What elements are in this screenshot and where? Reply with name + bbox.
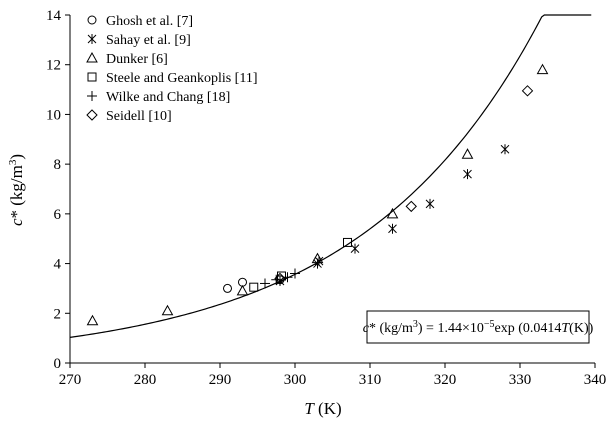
data-point-asterisk <box>350 243 360 254</box>
y-axis-label: c* (kg/m3) <box>7 154 26 226</box>
legend-marker-triangle <box>86 51 98 63</box>
data-point-square <box>343 237 352 247</box>
legend-marker-circle <box>87 15 97 25</box>
data-point-diamond <box>274 272 286 285</box>
data-point-triangle <box>311 252 324 264</box>
legend-marker-plus <box>87 91 97 101</box>
data-point-asterisk <box>388 223 397 234</box>
x-tick-label: 320 <box>434 372 457 388</box>
data-point-circle <box>223 283 232 293</box>
y-tick-label: 0 <box>54 356 62 372</box>
data-point-asterisk <box>500 144 510 155</box>
data-point-triangle <box>86 314 99 326</box>
legend-entry: Ghosh et al. [7] <box>106 14 193 29</box>
data-point-triangle <box>161 304 174 316</box>
legend-entry: Steele and Geankoplis [11] <box>106 71 258 86</box>
x-tick-label: 280 <box>134 372 157 388</box>
x-tick-label: 330 <box>509 372 532 388</box>
x-axis-label: T (K) <box>304 399 341 418</box>
legend-marker-asterisk <box>87 34 97 44</box>
data-point-asterisk <box>463 169 472 180</box>
x-tick-label: 290 <box>209 372 232 388</box>
y-tick-label: 8 <box>54 157 62 173</box>
legend: Ghosh et al. [7] Sahay et al. [9] Dunker [… <box>86 14 258 124</box>
equation-text: c* (kg/m3) = 1.44×10−5exp (0.0414T(K)) <box>363 319 594 337</box>
x-tick-label: 310 <box>359 372 382 388</box>
y-tick-label: 14 <box>46 8 62 24</box>
y-tick-label: 10 <box>46 107 61 123</box>
y-tick-label: 4 <box>54 257 62 273</box>
y-tick-label: 2 <box>54 306 62 322</box>
x-tick-label: 340 <box>584 372 607 388</box>
data-point-diamond <box>405 200 417 213</box>
data-point-asterisk <box>314 256 324 267</box>
equation-box <box>366 310 590 344</box>
data-point-plus <box>260 278 270 289</box>
y-tick-label: 12 <box>46 58 61 74</box>
legend-entry: Sahay et al. [9] <box>106 33 191 48</box>
data-point-triangle <box>386 207 399 219</box>
data-points <box>86 63 549 326</box>
fit-curve-line <box>69 14 592 338</box>
axes <box>69 15 595 364</box>
data-point-triangle <box>236 284 249 296</box>
legend-entry: Seidell [10] <box>106 109 172 124</box>
legend-marker-diamond <box>86 109 98 121</box>
data-point-diamond <box>521 85 534 97</box>
data-point-asterisk <box>425 198 435 209</box>
legend-entry: Dunker [6] <box>106 52 168 67</box>
legend-entry: Wilke and Chang [18] <box>106 90 230 105</box>
legend-marker-square <box>87 72 97 82</box>
data-point-square <box>249 282 259 292</box>
data-point-triangle <box>536 63 549 75</box>
data-point-triangle <box>461 148 474 159</box>
data-point-plus <box>290 268 300 279</box>
ticks: 270 280 290 300 310 320 330 340 0 2 4 6 8 10 12 14 <box>46 8 606 388</box>
x-tick-label: 300 <box>284 372 307 388</box>
y-tick-label: 6 <box>54 207 62 223</box>
x-tick-label: 270 <box>59 372 82 388</box>
